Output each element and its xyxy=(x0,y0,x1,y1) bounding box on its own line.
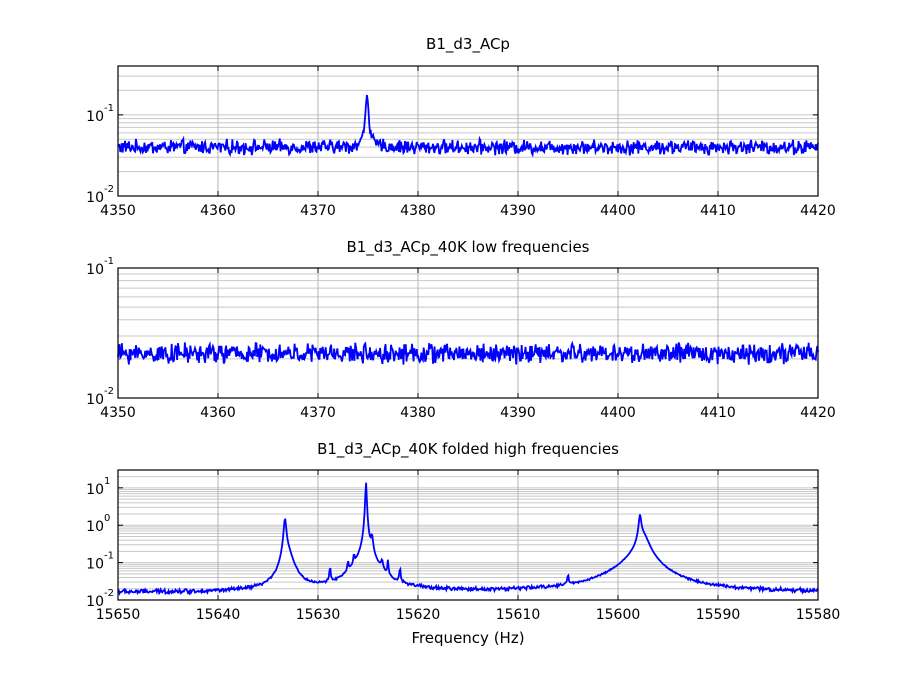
x-tick-label: 4370 xyxy=(300,405,336,421)
x-tick-label: 4360 xyxy=(200,405,236,421)
y-tick-label-exponent: -1 xyxy=(104,256,114,267)
x-tick-label: 15610 xyxy=(496,607,541,623)
x-tick-label: 4380 xyxy=(400,405,436,421)
chart-title: B1_d3_ACp_40K folded high frequencies xyxy=(317,440,619,459)
x-tick-label: 4370 xyxy=(300,203,336,219)
x-tick-label: 4400 xyxy=(600,203,636,219)
x-tick-label: 15640 xyxy=(196,607,241,623)
x-tick-label: 4380 xyxy=(400,203,436,219)
y-tick-label-exponent: -1 xyxy=(104,551,114,562)
y-tick-label-exponent: 1 xyxy=(104,476,110,487)
x-tick-label: 15590 xyxy=(696,607,741,623)
chart-panel-1: 4350 4360 4370 4380 4390 4400 4410 442010-210-1… xyxy=(86,35,836,219)
x-tick-label: 4410 xyxy=(700,405,736,421)
y-tick-label-base: 10 xyxy=(86,190,104,206)
x-tick-label: 4390 xyxy=(500,405,536,421)
y-tick-label-base: 10 xyxy=(86,109,104,125)
y-tick-label-exponent: -2 xyxy=(104,184,114,195)
y-tick-label-exponent: -2 xyxy=(104,386,114,397)
x-tick-label: 4420 xyxy=(800,203,836,219)
x-tick-label: 4350 xyxy=(100,203,136,219)
y-tick-label-base: 10 xyxy=(86,262,104,278)
data-line xyxy=(117,340,819,365)
x-tick-label: 15620 xyxy=(396,607,441,623)
x-tick-label: 4390 xyxy=(500,203,536,219)
y-tick-label-exponent: -1 xyxy=(104,103,114,114)
chart-title: B1_d3_ACp xyxy=(426,35,510,54)
data-line xyxy=(117,482,819,596)
x-tick-label: 4360 xyxy=(200,203,236,219)
y-tick-label-base: 10 xyxy=(86,594,104,610)
axes-frame xyxy=(117,65,819,197)
x-tick-label: 15650 xyxy=(96,607,141,623)
chart-panel-3: 15650 15640 15630 15620 15610 15600 15590 15580… xyxy=(86,440,840,647)
x-tick-label: 15630 xyxy=(296,607,341,623)
x-tick-label: 4410 xyxy=(700,203,736,219)
chart-title: B1_d3_ACp_40K low frequencies xyxy=(346,238,589,257)
y-tick-label-exponent: 0 xyxy=(104,513,110,524)
y-tick-label-base: 10 xyxy=(86,557,104,573)
y-tick-label-base: 10 xyxy=(86,392,104,408)
x-tick-label: 4400 xyxy=(600,405,636,421)
y-tick-label-base: 10 xyxy=(86,482,104,498)
x-axis-label: Frequency (Hz) xyxy=(411,629,524,647)
y-tick-label-base: 10 xyxy=(86,519,104,535)
y-tick-label-exponent: -2 xyxy=(104,588,114,599)
chart-panel-2: 4350 4360 4370 4380 4390 4400 4410 442010-210-1… xyxy=(86,238,836,421)
x-tick-label: 4350 xyxy=(100,405,136,421)
x-tick-label: 4420 xyxy=(800,405,836,421)
data-line xyxy=(117,94,819,158)
x-tick-label: 15600 xyxy=(596,607,641,623)
axes-frame xyxy=(117,267,819,399)
x-tick-label: 15580 xyxy=(796,607,841,623)
axes-frame xyxy=(117,469,819,601)
